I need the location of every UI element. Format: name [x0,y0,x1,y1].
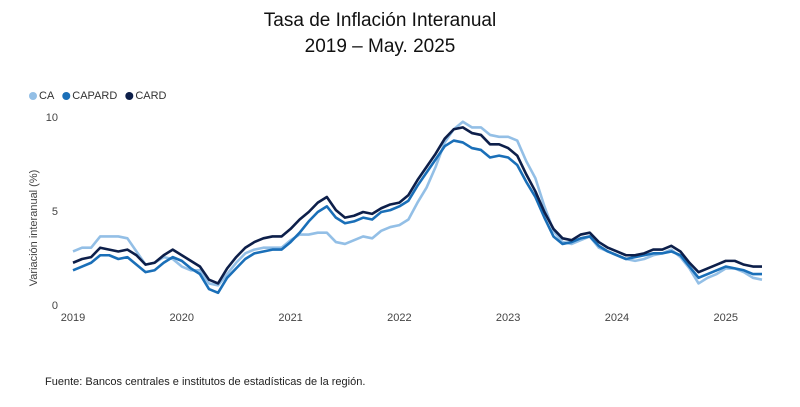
x-tick-label: 2021 [278,312,302,324]
x-tick-label: 2024 [605,312,629,324]
legend-label: CARD [135,90,166,102]
series-line [72,120,763,287]
legend-marker [125,92,134,100]
x-tick-label: 2022 [387,312,411,324]
series-line [72,139,762,295]
source-note: Fuente: Bancos centrales e institutos de… [45,376,365,388]
legend-label: CA [39,90,55,102]
y-tick-label: 5 [52,206,58,218]
legend-marker [29,92,37,100]
x-tick-label: 2020 [170,312,194,324]
x-tick-label: 2025 [713,312,737,324]
legend-label: CAPARD [72,90,117,102]
y-axis-label: Variación interanual (%) [28,170,40,287]
chart-subtitle: 2019 – May. 2025 [305,36,456,57]
x-tick-label: 2019 [61,312,85,324]
series-line [72,126,762,285]
y-tick-label: 0 [52,300,58,312]
y-tick-label: 10 [46,112,58,124]
legend-marker [62,92,71,100]
x-tick-label: 2023 [496,312,520,324]
chart-title: Tasa de Inflación Interanual [264,10,496,31]
